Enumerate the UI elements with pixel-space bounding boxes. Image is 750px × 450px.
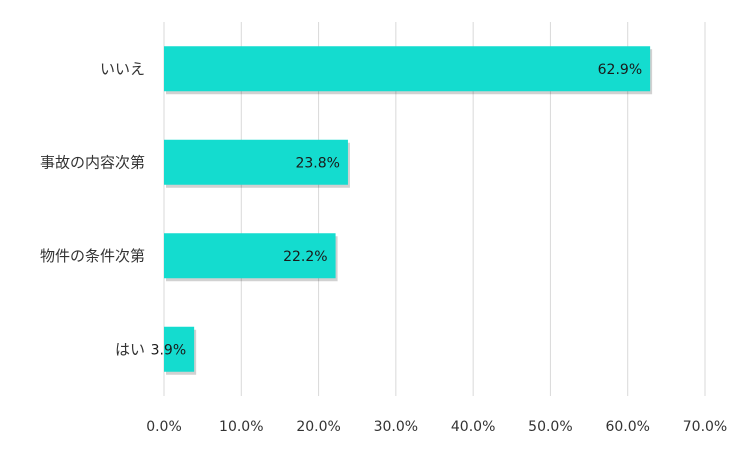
x-tick-label: 20.0% bbox=[296, 419, 340, 435]
x-tick-label: 10.0% bbox=[219, 419, 263, 435]
x-tick-label: 0.0% bbox=[146, 419, 182, 435]
bar bbox=[164, 139, 348, 185]
category-label: いいえ bbox=[100, 60, 145, 78]
category-label: はい bbox=[115, 340, 145, 358]
x-tick-label: 70.0% bbox=[683, 419, 727, 435]
data-labels: 62.9% 23.8% 22.2% 3.9% bbox=[151, 62, 643, 359]
x-tick-labels: 0.0% 10.0% 20.0% 30.0% 40.0% 50.0% 60.0% 70.0% bbox=[146, 419, 727, 435]
bar bbox=[164, 233, 336, 279]
data-label: 23.8% bbox=[295, 155, 339, 171]
data-label: 3.9% bbox=[151, 342, 187, 358]
x-tick-label: 50.0% bbox=[528, 419, 572, 435]
bar bbox=[164, 326, 195, 372]
x-tick-label: 40.0% bbox=[451, 419, 495, 435]
data-label: 62.9% bbox=[598, 62, 642, 78]
x-tick-label: 30.0% bbox=[374, 419, 418, 435]
category-label: 物件の条件次第 bbox=[40, 247, 145, 265]
category-label: 事故の内容次第 bbox=[40, 153, 145, 171]
bar bbox=[164, 46, 651, 92]
bars bbox=[164, 46, 653, 375]
x-tick-label: 60.0% bbox=[605, 419, 649, 435]
data-label: 22.2% bbox=[283, 249, 327, 265]
